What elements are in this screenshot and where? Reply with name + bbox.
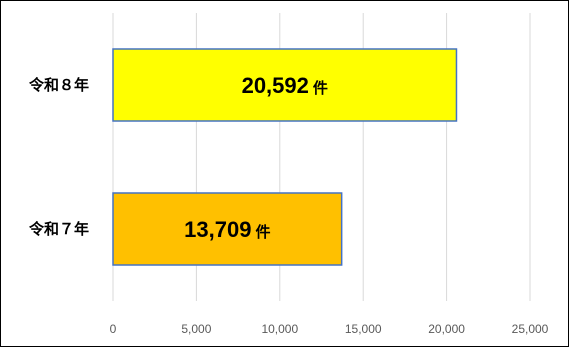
data-label: 20,592 件 — [242, 73, 328, 98]
x-tick-label: 20,000 — [428, 322, 465, 336]
x-tick-label: 0 — [110, 322, 117, 336]
category-label: 令和８年 — [29, 76, 89, 94]
x-tick-label: 5,000 — [181, 322, 211, 336]
x-tick-label: 25,000 — [512, 322, 549, 336]
bar[interactable] — [112, 48, 458, 122]
category-label: 令和７年 — [29, 220, 89, 238]
x-tick-label: 15,000 — [345, 322, 382, 336]
x-tick-label: 10,000 — [261, 322, 298, 336]
data-label-unit: 件 — [313, 79, 328, 97]
data-label-value: 20,592 — [242, 73, 309, 98]
data-label-value: 13,709 — [184, 217, 251, 242]
data-label: 13,709 件 — [184, 217, 270, 242]
bar[interactable] — [112, 192, 343, 266]
data-label-unit: 件 — [255, 223, 270, 241]
